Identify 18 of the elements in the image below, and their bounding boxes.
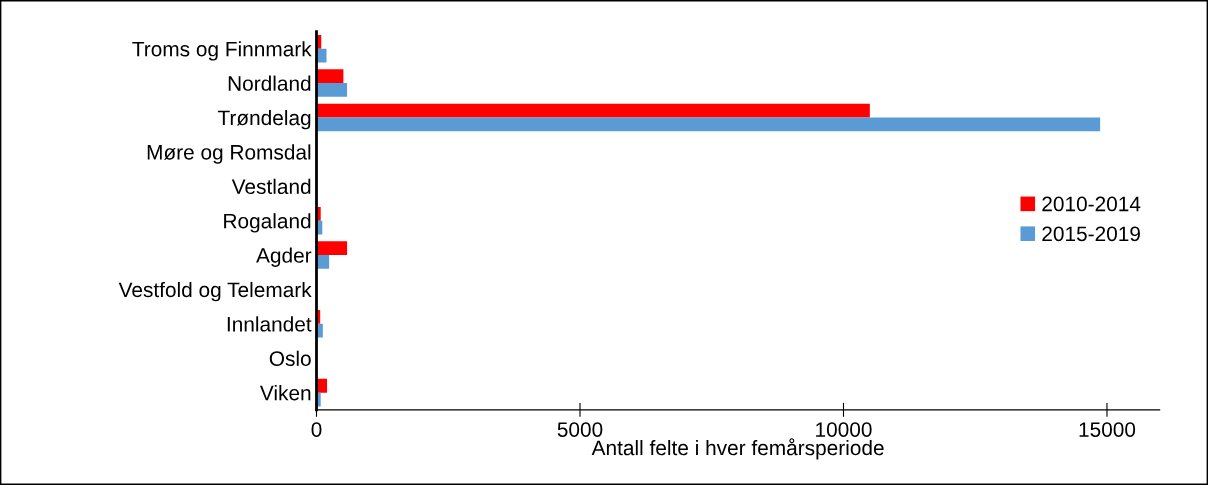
x-axis-title: Antall felte i hver femårsperiode: [591, 438, 884, 460]
y-tick-label: Vestfold og Telemark: [118, 281, 312, 302]
y-tick-label: Innlandet: [227, 316, 312, 332]
legend-label: 2015-2019: [1042, 226, 1140, 242]
y-tick-label: Viken: [259, 385, 311, 401]
y-tick-label: Vestland: [231, 178, 311, 195]
x-tick-label: 10000: [816, 422, 872, 437]
y-tick-label: Trøndelag: [217, 109, 311, 130]
y-tick-label: Oslo: [269, 350, 311, 366]
legend-label: 2010-2014: [1042, 196, 1141, 212]
x-tick-label: 15000: [1079, 422, 1136, 437]
y-tick-label: Nordland: [228, 75, 311, 91]
y-tick-label: Møre og Romsdal: [147, 144, 311, 164]
x-tick-label: 0: [311, 422, 322, 437]
y-tick-label: Rogaland: [224, 213, 311, 233]
x-tick-label: 5000: [557, 422, 603, 437]
y-tick-label: Troms og Finnmark: [132, 41, 312, 61]
y-tick-label: Agder: [256, 247, 312, 267]
